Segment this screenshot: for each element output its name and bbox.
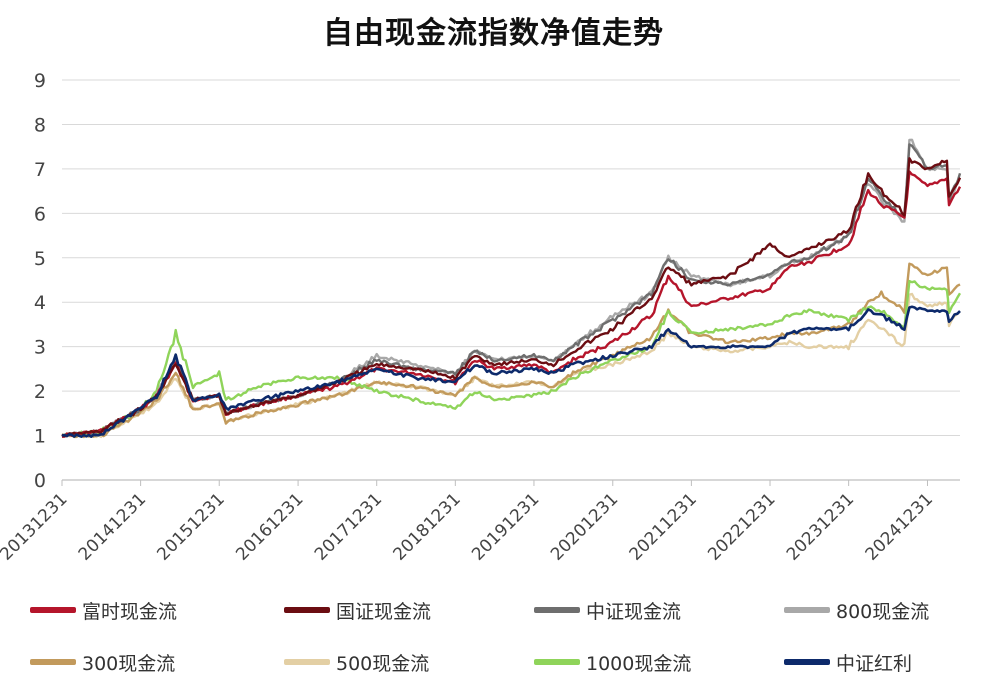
- legend-swatch: [534, 607, 580, 613]
- x-tick-label: 20241231: [862, 489, 937, 564]
- series-line-7: [61, 279, 962, 437]
- legend-swatch: [784, 659, 830, 665]
- series-line-8: [61, 305, 961, 438]
- y-tick-label: 1: [34, 426, 46, 448]
- y-tick-label: 5: [34, 248, 46, 270]
- y-axis-ticks: 0 1 2 3 4 5 6 7 8 9: [34, 70, 46, 492]
- series-line-2: [61, 157, 962, 438]
- x-tick-label: 20221231: [704, 489, 779, 564]
- legend-swatch: [30, 659, 76, 665]
- x-tick-label: 20151231: [153, 489, 228, 564]
- x-tick-label: 20231231: [783, 489, 858, 564]
- series-lines: [61, 138, 962, 439]
- series-line-3: [61, 143, 962, 438]
- x-tick-label: 20131231: [0, 489, 72, 564]
- legend: 富时现金流 国证现金流 中证现金流 800现金流 300现金流 500现金流 1000现金流…: [0, 592, 987, 682]
- y-tick-label: 4: [34, 292, 46, 314]
- legend-label: 中证现金流: [586, 600, 682, 623]
- legend-item: 国证现金流: [284, 597, 431, 623]
- legend-label: 500现金流: [336, 652, 430, 675]
- y-tick-label: 8: [34, 114, 46, 136]
- legend-swatch: [284, 607, 330, 613]
- legend-swatch: [284, 659, 330, 665]
- legend-item: 中证红利: [784, 649, 912, 675]
- legend-label: 中证红利: [836, 652, 913, 675]
- legend-label: 1000现金流: [586, 652, 692, 675]
- y-tick-label: 2: [34, 381, 46, 403]
- x-axis-ticks: 20131231 20141231 20151231 20161231 20171231…: [0, 480, 937, 565]
- legend-item: 800现金流: [784, 597, 929, 623]
- line-chart: 0 1 2 3 4 5 6 7 8 9 20131231 20141231 20151231 20161…: [0, 70, 962, 565]
- legend-label: 富时现金流: [82, 600, 178, 623]
- legend-label: 800现金流: [836, 600, 930, 623]
- legend-label: 国证现金流: [336, 600, 432, 623]
- legend-item: 300现金流: [30, 649, 175, 675]
- legend-item: 500现金流: [284, 649, 429, 675]
- x-tick-label: 20161231: [232, 489, 307, 564]
- series-line-5: [61, 262, 961, 439]
- x-tick-label: 20201231: [547, 489, 622, 564]
- y-tick-label: 9: [34, 70, 46, 92]
- x-tick-label: 20141231: [75, 489, 150, 564]
- legend-label: 300现金流: [82, 652, 176, 675]
- legend-swatch: [30, 607, 76, 613]
- chart-title: 自由现金流指数净值走势: [323, 16, 664, 51]
- legend-swatch: [784, 607, 830, 613]
- legend-swatch: [534, 659, 580, 665]
- x-tick-label: 20181231: [390, 489, 465, 564]
- legend-item: 中证现金流: [534, 597, 681, 623]
- x-tick-label: 20171231: [311, 489, 386, 564]
- legend-item: 1000现金流: [534, 649, 691, 675]
- y-tick-label: 7: [34, 159, 46, 181]
- legend-item: 富时现金流: [30, 597, 177, 623]
- x-tick-label: 20191231: [468, 489, 543, 564]
- y-tick-label: 6: [34, 203, 46, 225]
- y-tick-label: 0: [34, 470, 46, 492]
- x-tick-label: 20211231: [626, 489, 701, 564]
- y-tick-label: 3: [34, 337, 46, 359]
- grid: [62, 79, 960, 437]
